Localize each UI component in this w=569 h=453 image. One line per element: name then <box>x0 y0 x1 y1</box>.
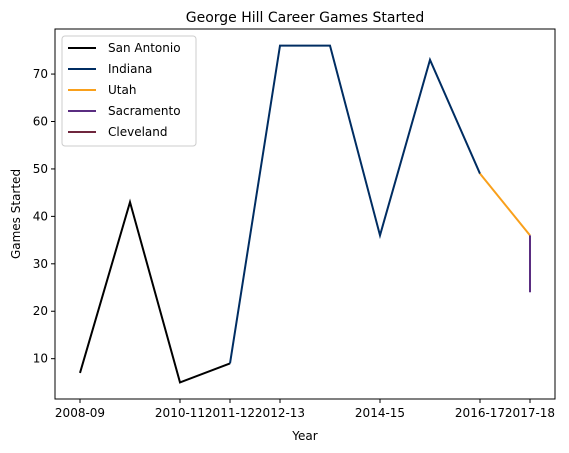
legend-label: Sacramento <box>108 104 181 118</box>
y-axis-label: Games Started <box>9 169 23 259</box>
y-tick-label: 50 <box>33 162 48 176</box>
series-line-indiana <box>229 44 481 364</box>
x-tick-label: 2016-17 <box>455 406 505 420</box>
series-line-san-antonio <box>79 198 231 384</box>
x-tick-label: 2012-13 <box>255 406 305 420</box>
legend-label: San Antonio <box>108 41 181 55</box>
legend-label: Utah <box>108 83 136 97</box>
x-tick-label: 2011-12 <box>205 406 255 420</box>
x-axis-label: Year <box>291 429 317 443</box>
legend: San Antonio Indiana Utah Sacramento Clevelan… <box>61 35 197 147</box>
y-tick-label: 40 <box>33 209 48 223</box>
x-tick-label: 2010-11 <box>155 406 205 420</box>
y-tick-label: 30 <box>33 257 48 271</box>
legend-label: Indiana <box>108 62 152 76</box>
chart-title: George Hill Career Games Started <box>186 10 425 26</box>
y-tick-label: 10 <box>33 352 48 366</box>
y-tick-label: 70 <box>33 67 48 81</box>
series-lines <box>79 44 531 384</box>
legend-box <box>61 35 197 147</box>
y-tick-label: 60 <box>33 115 48 129</box>
y-tick-label: 20 <box>33 304 48 318</box>
x-tick-label: 2008-09 <box>55 406 105 420</box>
x-tick-label: 2014-15 <box>355 406 405 420</box>
series-line-utah <box>479 173 531 236</box>
legend-label: Cleveland <box>108 125 168 139</box>
x-axis: 2008-09 2010-11 2011-12 2012-13 2014-15 2016-… <box>55 399 555 420</box>
y-axis: 10 20 30 40 50 60 70 <box>33 67 55 366</box>
x-tick-label: 2017-18 <box>505 406 555 420</box>
